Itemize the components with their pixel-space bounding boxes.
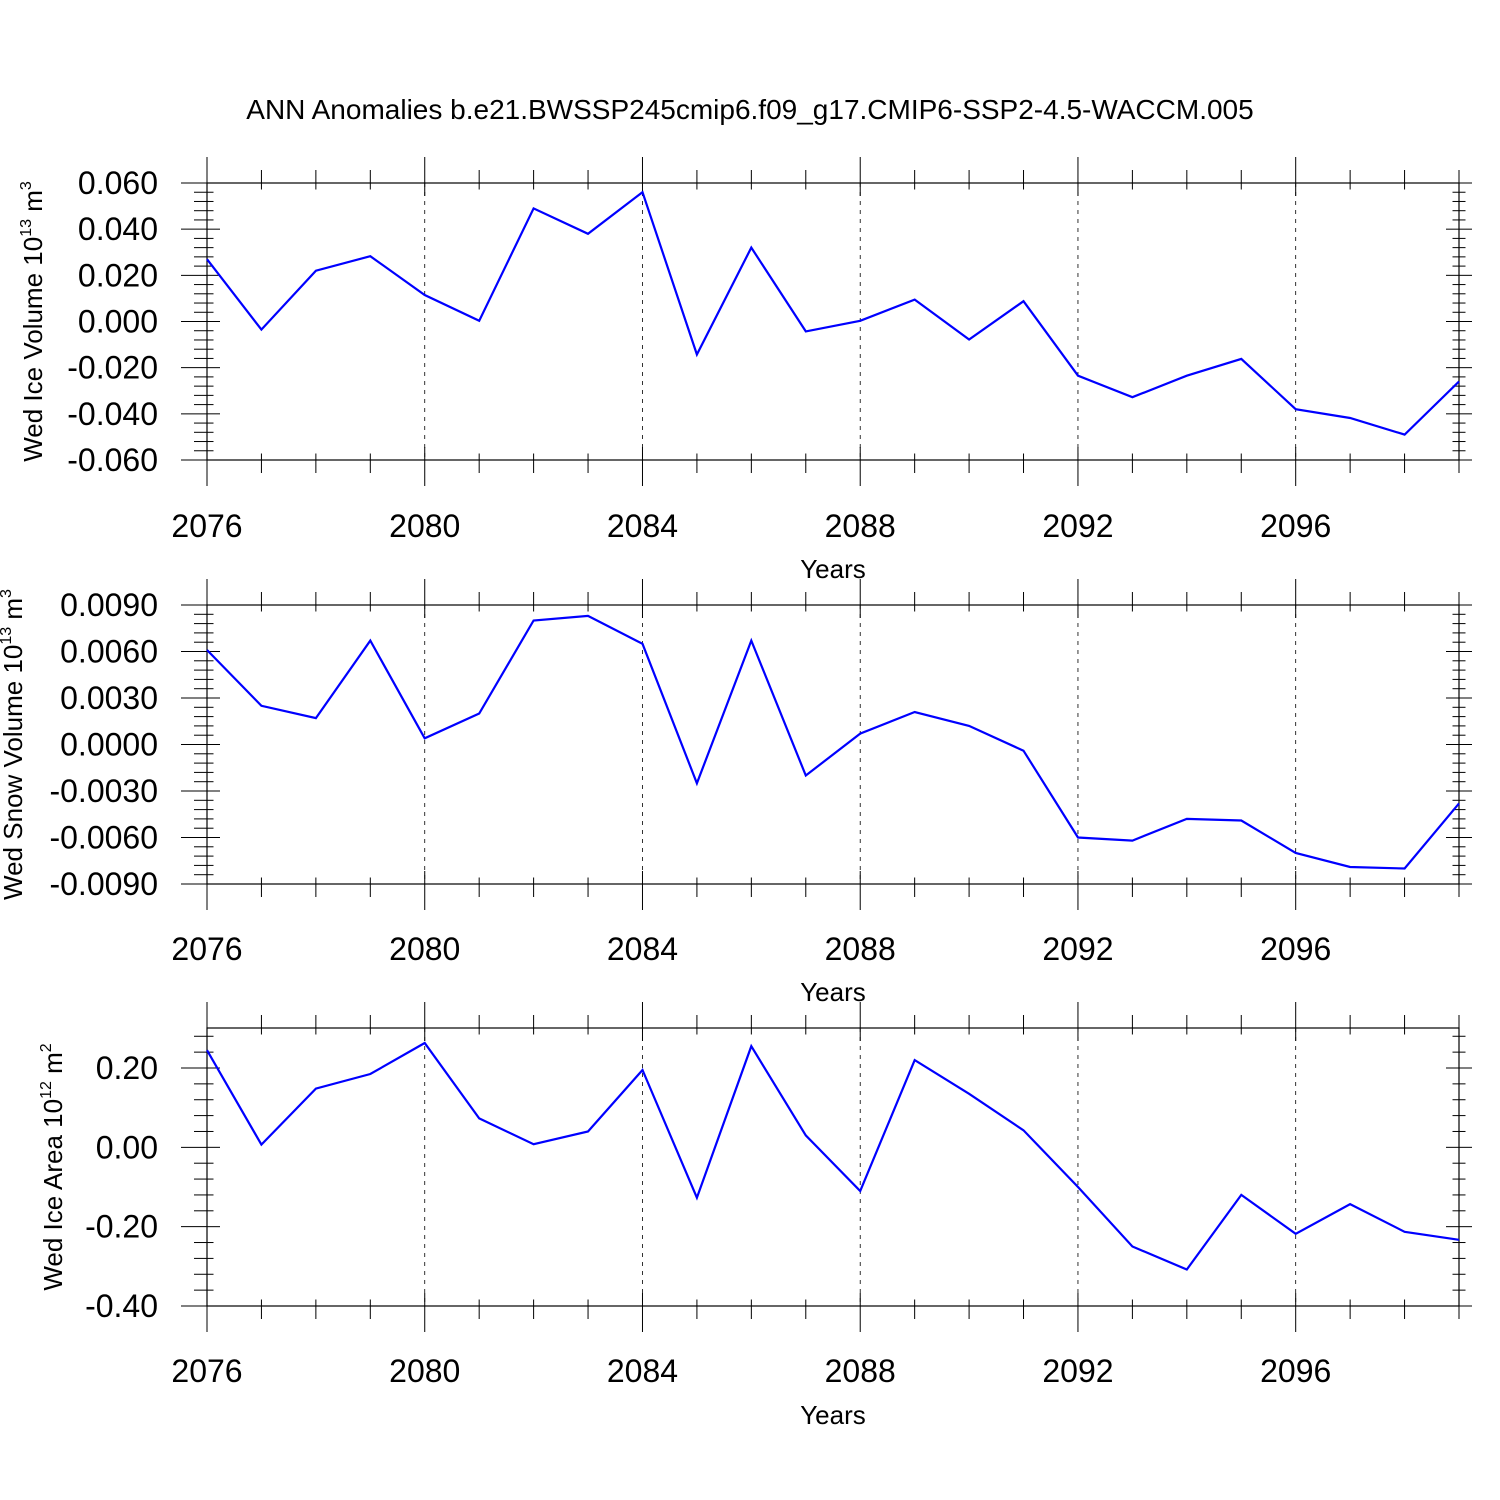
series-line [206,1041,1460,1271]
y-tick-label: 0.0060 [60,634,158,670]
y-tick-label: -0.020 [67,350,158,386]
y-tick-label: -0.0060 [49,820,158,856]
y-tick-label: 0.060 [78,165,158,201]
y-tick-label: 0.00 [96,1129,158,1165]
y-tick-label: -0.060 [67,442,158,478]
x-tick-label: 2084 [607,1353,678,1389]
x-axis-label: Years [800,977,866,1007]
x-tick-label: 2076 [171,931,242,967]
figure-title: ANN Anomalies b.e21.BWSSP245cmip6.f09_g1… [246,94,1253,125]
y-tick-label: -0.40 [85,1288,158,1324]
x-tick-label: 2092 [1042,508,1113,544]
plot-frame [206,182,1460,461]
x-tick-label: 2088 [825,931,896,967]
y-tick-label: 0.040 [78,211,158,247]
panel-2: 2076 2080 2084 2088 2092 2096 Years -0.0090 -0.0… [0,579,1472,1007]
y-tick-label: -0.0090 [49,866,158,902]
y-axis-label: Wed Ice Area 1012 m2 [38,1043,68,1290]
y-tick-label: 0.000 [78,304,158,340]
panel-1: 2076 2080 2084 2088 2092 2096 Years -0.060 -0.04… [18,157,1472,584]
x-tick-label: 2096 [1260,1353,1331,1389]
y-axis-label: Wed Snow Volume 1013 m3 [0,589,28,900]
y-tick-label: 0.020 [78,257,158,293]
plot-frame [206,1027,1460,1307]
series-line [206,190,1460,436]
y-tick-label: 0.0090 [60,587,158,623]
y-tick-label: 0.20 [96,1050,158,1086]
x-tick-label: 2092 [1042,1353,1113,1389]
x-tick-label: 2096 [1260,931,1331,967]
y-tick-label: 0.0030 [60,680,158,716]
y-tick-label: -0.0030 [49,773,158,809]
panels: 2076 2080 2084 2088 2092 2096 Years -0.060 -0.04… [0,157,1472,1430]
x-tick-label: 2080 [389,1353,460,1389]
x-tick-label: 2088 [825,1353,896,1389]
x-tick-label: 2084 [607,931,678,967]
x-axis-label: Years [800,1400,866,1430]
x-tick-label: 2080 [389,931,460,967]
x-axis-label: Years [800,554,866,584]
x-tick-label: 2076 [171,508,242,544]
x-tick-label: 2084 [607,508,678,544]
x-tick-label: 2092 [1042,931,1113,967]
x-tick-label: 2080 [389,508,460,544]
plot-frame [206,604,1460,885]
y-tick-label: -0.20 [85,1209,158,1245]
y-axis-label: Wed Ice Volume 1013 m3 [18,181,48,462]
x-tick-label: 2096 [1260,508,1331,544]
series-line [206,614,1460,870]
x-tick-label: 2076 [171,1353,242,1389]
y-tick-label: -0.040 [67,396,158,432]
panel-3: 2076 2080 2084 2088 2092 2096 Years -0.40 -0.20 0… [38,1002,1472,1430]
x-tick-label: 2088 [825,508,896,544]
y-tick-label: 0.0000 [60,727,158,763]
